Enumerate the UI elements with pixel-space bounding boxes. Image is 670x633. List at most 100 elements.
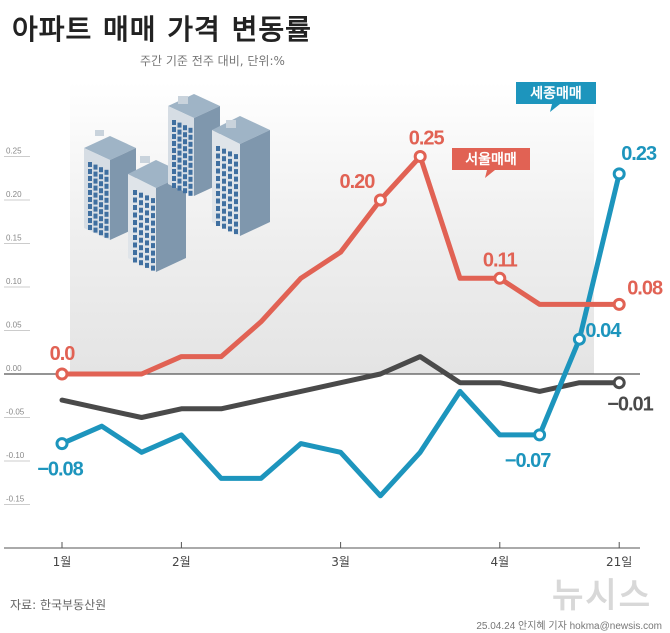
building-window xyxy=(133,257,137,263)
building-window xyxy=(151,265,155,271)
building-window xyxy=(145,255,149,261)
building-window xyxy=(228,166,232,172)
building-window xyxy=(216,161,220,166)
y-tick-label: -0.05 xyxy=(6,408,25,417)
building-window xyxy=(133,190,137,195)
x-tick-label: 4월 xyxy=(490,555,509,569)
data-point-marker xyxy=(55,437,69,451)
building-window xyxy=(234,161,238,167)
building-window xyxy=(93,185,98,191)
building-window xyxy=(183,181,187,187)
building-window xyxy=(222,186,226,192)
data-point-marker xyxy=(612,167,626,181)
building-window xyxy=(88,204,92,209)
building-window xyxy=(228,158,232,164)
building-window xyxy=(133,197,137,203)
building-window xyxy=(99,230,103,236)
building-window xyxy=(188,148,193,154)
building-window xyxy=(177,143,182,149)
byline: 25.04.24 안지혜 기자 hokma@newsis.com xyxy=(476,621,662,632)
building-window xyxy=(177,157,182,163)
building-window xyxy=(234,169,238,175)
y-tick-label: 0.00 xyxy=(6,364,22,373)
data-point-marker xyxy=(413,150,427,163)
building-window xyxy=(104,197,109,203)
building-window xyxy=(139,192,143,198)
building-window xyxy=(104,211,109,217)
y-tick-label: 0.20 xyxy=(6,190,22,199)
building-window xyxy=(104,169,109,175)
building-window xyxy=(228,203,232,209)
x-tick-label: 1월 xyxy=(53,555,72,569)
building-window xyxy=(216,206,220,211)
data-label: 0.11 xyxy=(483,249,518,271)
building-window xyxy=(216,191,220,196)
building-window xyxy=(234,206,238,212)
building-window xyxy=(216,221,220,226)
building-window xyxy=(183,125,187,131)
building-window xyxy=(234,229,238,235)
building-window xyxy=(234,154,238,160)
building-window xyxy=(99,223,103,229)
building-window xyxy=(177,122,182,128)
building-window xyxy=(177,171,182,177)
building-window xyxy=(145,210,149,216)
building-window xyxy=(145,232,149,238)
building-window xyxy=(139,237,143,243)
data-label: 0.08 xyxy=(627,277,663,299)
building-window xyxy=(93,206,98,212)
building-window xyxy=(139,230,143,236)
data-label: 0.04 xyxy=(585,320,622,342)
building-window xyxy=(88,162,92,167)
building-window xyxy=(145,247,149,253)
chart-subtitle: 주간 기준 전주 대비, 단위:% xyxy=(140,54,285,68)
building-window xyxy=(93,213,98,219)
building-window xyxy=(104,218,109,224)
series-tag-label: 세종매매 xyxy=(530,86,582,102)
building-window xyxy=(133,250,137,255)
building-window xyxy=(145,262,149,268)
data-label: 0.20 xyxy=(339,171,375,193)
building-window xyxy=(172,162,176,167)
building-window xyxy=(104,232,109,238)
building-window xyxy=(222,156,226,162)
building-window xyxy=(234,191,238,197)
building-window xyxy=(145,225,149,231)
building-window xyxy=(222,193,226,199)
building-window xyxy=(93,192,98,198)
building-window xyxy=(177,178,182,184)
building-window xyxy=(188,176,193,182)
data-point-marker xyxy=(55,367,69,381)
building-window xyxy=(104,176,109,182)
data-label: −0.07 xyxy=(505,450,551,472)
building-window xyxy=(139,245,143,251)
building-window xyxy=(177,150,182,156)
building-window xyxy=(133,220,137,225)
watermark: 뉴시스 xyxy=(552,576,652,616)
data-point-marker xyxy=(572,332,586,346)
building-window xyxy=(99,167,103,173)
series-tag-pointer xyxy=(485,170,495,178)
x-tick-label: 21일 xyxy=(606,555,632,569)
building-window xyxy=(183,146,187,152)
building-window xyxy=(188,127,193,133)
building-window xyxy=(93,220,98,226)
building-window xyxy=(172,120,176,125)
building-window xyxy=(133,212,137,218)
y-tick-label: 0.15 xyxy=(6,234,22,243)
building-window xyxy=(222,171,226,177)
building-window xyxy=(151,258,155,264)
data-label: 0.0 xyxy=(50,343,76,365)
building-window xyxy=(216,183,220,189)
building-window xyxy=(188,190,193,196)
building-window xyxy=(88,176,92,181)
building-window xyxy=(133,242,137,248)
building-window xyxy=(188,141,193,147)
building-window xyxy=(139,207,143,213)
building-window xyxy=(172,183,176,188)
building-window xyxy=(177,164,182,170)
building-window xyxy=(188,183,193,189)
building-window xyxy=(151,213,155,219)
building-window xyxy=(183,174,187,180)
